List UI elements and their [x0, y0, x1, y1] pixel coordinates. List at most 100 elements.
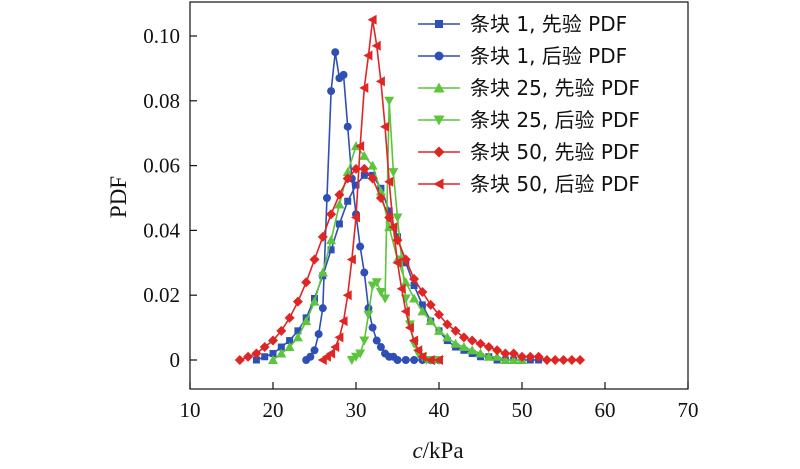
data-point [352, 181, 360, 189]
data-point [401, 356, 410, 364]
series-6 [317, 14, 443, 365]
data-point [363, 310, 374, 320]
x-tick-label: 40 [429, 398, 450, 422]
data-point [417, 306, 428, 316]
legend: 条块 1, 先验 PDF 条块 1, 后验 PDF 条块 25, 先验 PDF 条块 … [418, 12, 640, 196]
data-point [533, 351, 544, 362]
legend-label: 条块 50, 后验 PDF [470, 172, 640, 196]
data-point [363, 50, 373, 61]
data-point [292, 296, 303, 307]
data-point [400, 306, 410, 317]
data-point [467, 335, 478, 346]
data-point [334, 189, 345, 200]
data-point [458, 332, 469, 343]
data-point [301, 316, 312, 326]
data-point [327, 87, 336, 96]
data-point [508, 348, 519, 359]
data-point [372, 336, 381, 345]
data-point [367, 173, 378, 184]
data-point [322, 194, 331, 202]
data-point [277, 343, 285, 351]
data-point [380, 121, 390, 132]
x-tick-label: 20 [263, 398, 284, 422]
data-point [342, 167, 353, 177]
data-point [409, 335, 419, 346]
data-point [314, 330, 323, 339]
legend-marker [434, 51, 444, 61]
data-point [276, 348, 287, 358]
data-point [309, 254, 320, 265]
legend-marker [433, 115, 445, 126]
data-point [558, 355, 569, 365]
data-point [310, 346, 319, 355]
data-point [269, 350, 277, 358]
x-tick-label: 50 [512, 398, 533, 422]
data-point [425, 355, 435, 365]
legend-marker [433, 178, 444, 190]
data-point [376, 343, 385, 352]
data-point [393, 356, 402, 364]
data-point [355, 349, 366, 359]
axis-ticks: 10 20 30 40 50 60 70 0 0.02 0.04 0.06 0.08 0.10 [143, 24, 698, 422]
data-point [326, 235, 337, 245]
data-point [342, 173, 353, 184]
data-point [458, 342, 469, 352]
data-point [301, 277, 312, 288]
data-point [371, 278, 382, 288]
data-point [355, 141, 365, 152]
legend-entry: 条块 25, 先验 PDF [418, 76, 640, 100]
data-point [475, 348, 486, 358]
legend-label: 条块 25, 先验 PDF [470, 76, 640, 100]
data-point [252, 356, 260, 364]
data-point [360, 171, 368, 179]
data-point [385, 207, 393, 215]
data-point [334, 199, 345, 209]
data-point [434, 325, 444, 335]
legend-label: 条块 50, 先验 PDF [470, 140, 640, 164]
x-tick-label: 10 [180, 398, 201, 422]
legend-marker [435, 20, 443, 28]
data-point [327, 246, 335, 254]
data-point [384, 96, 395, 106]
data-point [251, 348, 262, 359]
y-tick-label: 0.08 [143, 89, 180, 113]
data-point [359, 163, 370, 174]
data-point [351, 212, 360, 223]
data-point [292, 332, 303, 342]
y-tick-label: 0.02 [143, 283, 180, 307]
series-2 [302, 48, 443, 364]
data-point [356, 242, 365, 251]
data-point [375, 193, 386, 203]
data-point [434, 309, 444, 320]
legend-entry: 条块 50, 后验 PDF [418, 172, 640, 196]
series-line [239, 168, 581, 361]
data-point [425, 316, 436, 326]
data-point [243, 351, 254, 362]
data-point [475, 338, 486, 349]
data-point [259, 342, 270, 353]
data-point [375, 287, 386, 297]
data-point [409, 274, 420, 284]
data-point [409, 293, 420, 303]
legend-label: 条块 1, 先验 PDF [470, 12, 627, 36]
legend-label: 条块 1, 后验 PDF [470, 44, 627, 68]
data-point [508, 355, 519, 364]
data-point [331, 48, 340, 57]
data-point [434, 355, 443, 365]
data-point [338, 316, 348, 327]
data-point [294, 327, 302, 335]
data-point [342, 290, 352, 301]
data-point [410, 281, 418, 289]
data-point [306, 352, 315, 361]
data-point [359, 336, 370, 346]
y-tick-label: 0.10 [143, 24, 180, 48]
data-point [483, 351, 494, 361]
data-point [360, 268, 369, 277]
data-point [550, 355, 561, 365]
y-tick-label: 0 [170, 348, 181, 372]
data-point [541, 355, 552, 365]
data-point [371, 40, 381, 51]
data-point [483, 342, 494, 353]
data-point [343, 122, 352, 131]
data-point [330, 342, 340, 353]
